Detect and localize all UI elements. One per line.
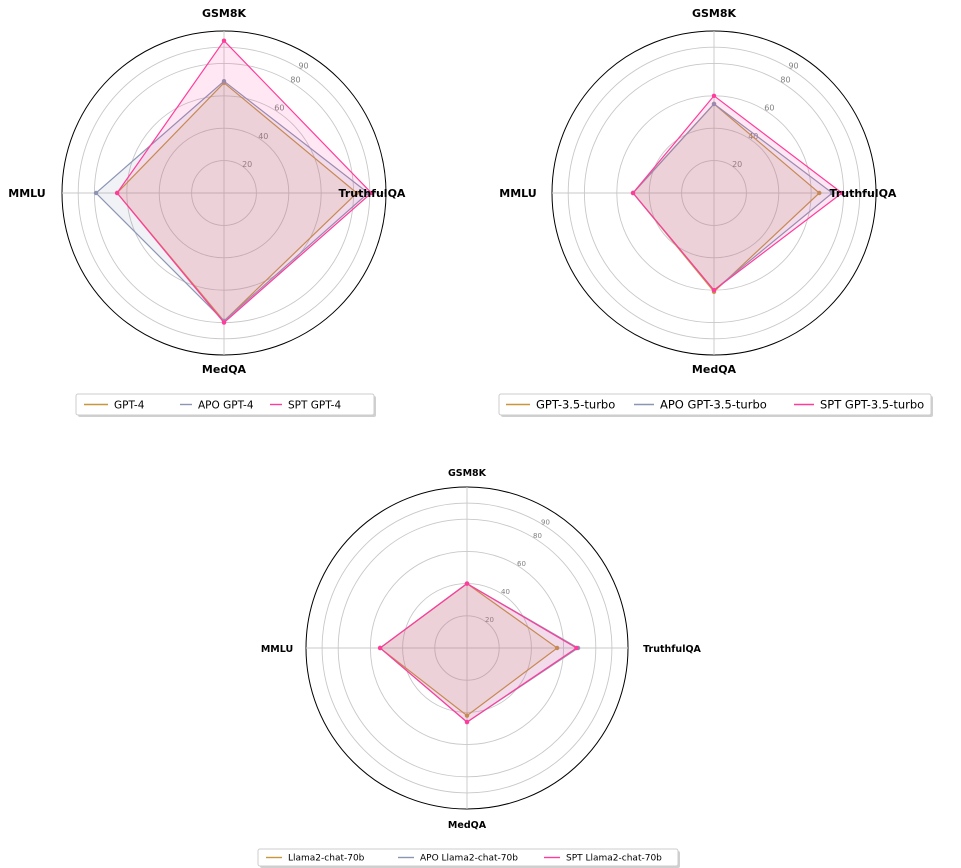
axis-label-truthfulqa: TruthfulQA xyxy=(830,187,897,200)
axis-label-medqa: MedQA xyxy=(448,820,487,831)
legend: GPT-4 APO GPT-4 SPT GPT-4 xyxy=(75,393,376,417)
legend-entry: GPT-4 xyxy=(114,399,145,411)
legend-entry: APO GPT-4 xyxy=(198,399,254,411)
data-point xyxy=(839,190,845,196)
data-point xyxy=(354,190,360,196)
radar-chart-3: 20 40 60 80 90 GSM8K TruthfulQA MedQA MMLU Llama2… xyxy=(257,468,702,868)
axis-label-truthfulqa: TruthfulQA xyxy=(339,187,406,200)
data-point xyxy=(93,190,99,196)
data-point xyxy=(377,645,383,651)
data-point xyxy=(554,645,560,651)
data-point xyxy=(817,190,822,196)
radial-tick-label: 40 xyxy=(501,588,510,596)
radial-tick-label: 20 xyxy=(242,160,252,169)
data-point xyxy=(221,38,227,43)
axis-label-gsm8k: GSM8K xyxy=(448,468,487,479)
data-point xyxy=(464,581,470,586)
data-point xyxy=(574,645,579,651)
data-point xyxy=(221,79,227,84)
radial-tick-label: 60 xyxy=(764,104,774,113)
radar-chart-2: 20 40 60 80 90 GSM8K TruthfulQA MedQA MMLU GPT-3.… xyxy=(498,7,933,417)
radial-tick-label: 40 xyxy=(748,132,758,141)
legend-entry: Llama2-chat-70b xyxy=(288,854,365,864)
legend: GPT-3.5-turbo APO GPT-3.5-turbo SPT GPT-3.… xyxy=(498,393,933,417)
axis-label-truthfulqa: TruthfulQA xyxy=(643,644,701,655)
data-point xyxy=(630,190,636,196)
legend-box xyxy=(498,393,932,416)
axis-label-gsm8k: GSM8K xyxy=(202,7,247,20)
axis-label-medqa: MedQA xyxy=(202,363,247,376)
axis-label-medqa: MedQA xyxy=(692,363,737,376)
radial-tick-label: 90 xyxy=(298,61,308,70)
radial-tick-label: 90 xyxy=(788,61,798,70)
data-point xyxy=(114,190,120,196)
axis-label-mmlu: MMLU xyxy=(261,644,293,655)
axis-label-mmlu: MMLU xyxy=(8,187,45,200)
legend-entry: APO Llama2-chat-70b xyxy=(420,854,518,864)
data-point xyxy=(830,190,835,196)
data-point xyxy=(369,190,374,196)
data-point xyxy=(464,719,470,725)
radial-tick-label: 60 xyxy=(274,104,284,113)
radial-tick-label: 20 xyxy=(732,160,742,169)
data-point xyxy=(221,320,227,325)
legend-entry: GPT-3.5-turbo xyxy=(536,398,615,412)
axis-label-gsm8k: GSM8K xyxy=(692,7,737,20)
data-point xyxy=(711,93,717,99)
radial-tick-label: 60 xyxy=(517,560,526,568)
legend-entry: APO GPT-3.5-turbo xyxy=(660,398,767,412)
radial-tick-label: 80 xyxy=(780,76,790,85)
legend-box xyxy=(75,393,375,416)
data-point xyxy=(711,288,717,293)
radial-tick-label: 80 xyxy=(290,76,300,85)
radar-chart-1: 20 40 60 80 90 GSM8K TruthfulQA MedQA MMLU GPT-4 A… xyxy=(8,7,406,417)
radial-tick-label: 40 xyxy=(258,132,268,141)
series-polygon xyxy=(632,94,843,292)
radial-tick-label: 90 xyxy=(541,518,550,526)
radial-tick-label: 80 xyxy=(533,532,542,540)
legend-entry: SPT GPT-3.5-turbo xyxy=(820,398,924,412)
radial-tick-label: 20 xyxy=(485,616,494,624)
legend-entry: SPT Llama2-chat-70b xyxy=(566,854,662,864)
data-point xyxy=(711,101,717,107)
legend-entry: SPT GPT-4 xyxy=(288,399,341,411)
legend: Llama2-chat-70b APO Llama2-chat-70b SPT Ll… xyxy=(257,848,680,868)
data-point xyxy=(464,713,470,718)
axis-label-mmlu: MMLU xyxy=(499,187,536,200)
legend-box xyxy=(257,848,679,867)
